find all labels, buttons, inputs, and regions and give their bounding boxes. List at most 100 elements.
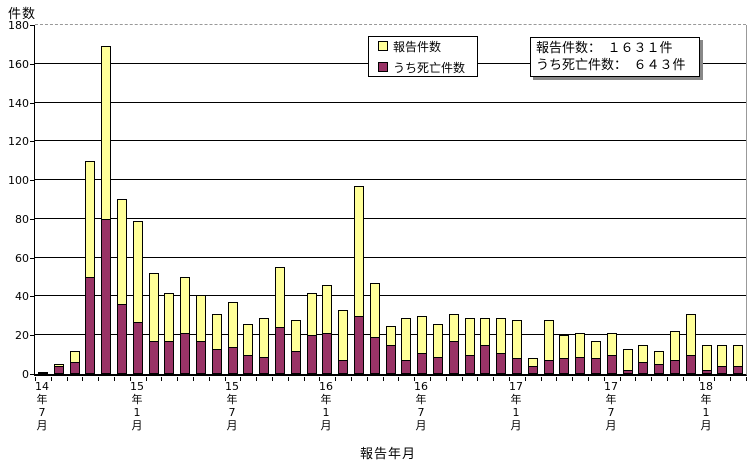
bar-segment-death [686, 355, 696, 374]
x-tick-mark [256, 377, 257, 381]
bar-segment-death [591, 358, 601, 374]
x-tick-label-line: 年 [320, 393, 332, 406]
x-tick-mark [146, 377, 147, 381]
gridline [35, 24, 746, 25]
bar-segment-report [196, 295, 206, 342]
x-tick-label-line: 15 [130, 380, 144, 393]
bar-segment-report [354, 186, 364, 317]
bar-segment-report [70, 351, 80, 363]
bar-segment-death [638, 362, 648, 374]
x-tick-mark [714, 377, 715, 381]
x-tick-label-line: 18 [699, 380, 713, 393]
bar-segment-report [54, 364, 64, 367]
x-tick-label-line: 年 [226, 393, 238, 406]
gridline [35, 140, 746, 141]
legend: 報告件数 うち死亡件数 [368, 36, 478, 77]
x-tick-mark [383, 377, 384, 381]
x-tick-mark [746, 377, 747, 381]
bar-segment-death [180, 333, 190, 374]
x-tick-label-line: 月 [510, 419, 522, 432]
y-tick-label: 20 [15, 329, 29, 342]
bar-segment-death [212, 349, 222, 374]
bar-segment-death [322, 333, 332, 374]
x-tick-mark [572, 377, 573, 381]
y-tick-label: 180 [8, 19, 29, 32]
x-tick-mark [493, 377, 494, 381]
x-tick-label-line: 17 [509, 380, 523, 393]
bar-segment-death [433, 357, 443, 374]
x-tick-mark [319, 377, 320, 381]
y-tick-label: 120 [8, 135, 29, 148]
bar-segment-death [85, 277, 95, 374]
x-tick-label: 16 年 1 月 [315, 380, 337, 432]
bar-segment-report [575, 333, 585, 358]
y-tick-mark [30, 103, 34, 104]
x-tick-label-line: 月 [131, 419, 143, 432]
y-tick-mark [30, 374, 34, 375]
x-tick-mark [477, 377, 478, 381]
bar-segment-report [386, 326, 396, 346]
bar-segment-death [133, 322, 143, 374]
x-tick-mark [525, 377, 526, 381]
bar-segment-death [575, 357, 585, 374]
bar-segment-death [417, 353, 427, 374]
bar-segment-death [101, 219, 111, 374]
bar-segment-death [480, 345, 490, 374]
x-tick-label-line: 1 [702, 406, 710, 419]
bar-segment-report [717, 345, 727, 367]
bar-segment-report [591, 341, 601, 359]
x-tick-label-line: 年 [700, 393, 712, 406]
bar-segment-report [228, 302, 238, 348]
x-tick-mark [240, 377, 241, 381]
bar-segment-death [386, 345, 396, 374]
x-tick-label-line: 14 [35, 380, 49, 393]
bar-segment-death [512, 358, 522, 374]
bar-segment-report [544, 320, 554, 361]
x-tick-label-line: 年 [36, 393, 48, 406]
legend-label-reports: 報告件数 [393, 39, 442, 54]
x-tick-mark [82, 377, 83, 381]
bar-segment-death [401, 360, 411, 374]
gridline [35, 257, 746, 258]
x-tick-label-line: 7 [228, 406, 236, 419]
bar-segment-report [275, 267, 285, 328]
x-tick-mark [414, 377, 415, 381]
bar-segment-report [433, 324, 443, 358]
bar-segment-report [243, 324, 253, 356]
bar-segment-death [670, 360, 680, 374]
bar-segment-report [149, 273, 159, 342]
x-tick-label-line: 年 [605, 393, 617, 406]
bar-segment-report [259, 318, 269, 358]
x-tick-label-line: 1 [133, 406, 141, 419]
bar-segment-death [149, 341, 159, 374]
summary-line-deaths: うち死亡件数： ６４３件 [536, 58, 686, 73]
y-tick-mark [30, 64, 34, 65]
bar-segment-report [85, 161, 95, 278]
x-tick-label: 15 年 7 月 [221, 380, 243, 432]
bar-segment-report [117, 199, 127, 305]
y-tick-mark [30, 25, 34, 26]
bar-segment-death [717, 366, 727, 374]
y-tick-label: 0 [22, 368, 29, 381]
x-tick-mark [588, 377, 589, 381]
bar-segment-death [465, 355, 475, 374]
bar-segment-report [465, 318, 475, 356]
x-tick-label-line: 17 [604, 380, 618, 393]
bar-segment-report [322, 285, 332, 334]
x-tick-label: 17 年 7 月 [600, 380, 622, 432]
y-tick-mark [30, 219, 34, 220]
bar-segment-report [164, 293, 174, 342]
x-tick-mark [667, 377, 668, 381]
x-tick-label-line: 16 [319, 380, 333, 393]
bar-segment-report [670, 331, 680, 361]
x-tick-label-line: 月 [415, 419, 427, 432]
x-tick-mark [335, 377, 336, 381]
x-tick-mark [556, 377, 557, 381]
bar-segment-death [733, 366, 743, 374]
bar-segment-report [623, 349, 633, 371]
bar-segment-death [559, 358, 569, 374]
x-tick-label-line: 月 [700, 419, 712, 432]
x-tick-mark [683, 377, 684, 381]
legend-label-deaths: うち死亡件数 [393, 60, 466, 75]
